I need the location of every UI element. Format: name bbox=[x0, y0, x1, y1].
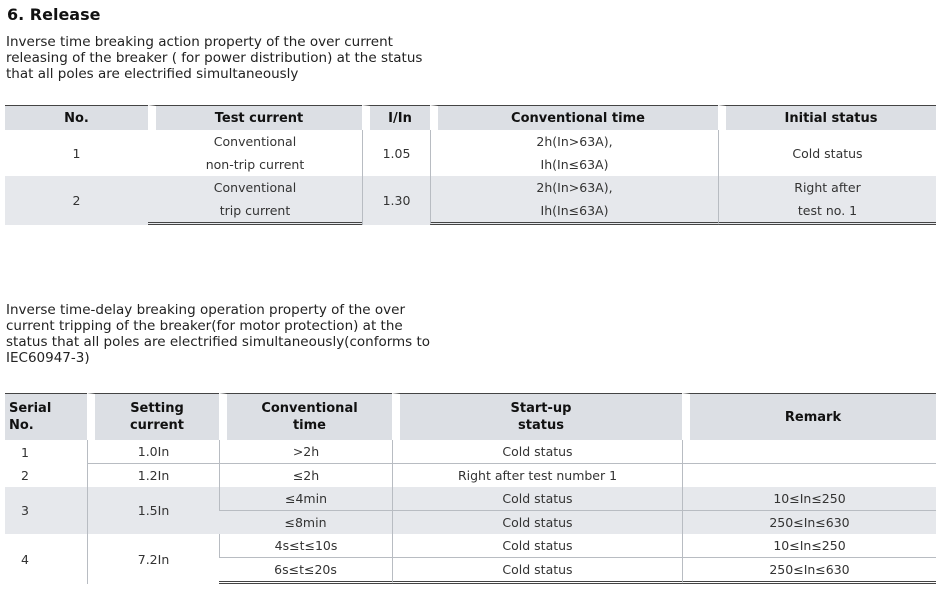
table-row: 2 Conventional 1.30 2h(In>63A), Right af… bbox=[5, 176, 936, 225]
cell-ratio: 1.30 bbox=[362, 176, 430, 225]
cell-time: >2h bbox=[219, 440, 392, 464]
description-line: Inverse time-delay breaking operation pr… bbox=[6, 302, 405, 318]
cell-time: ≤4min bbox=[219, 487, 392, 511]
power-distribution-table: No. Test current I/In Conventional time … bbox=[5, 105, 936, 225]
cell-ratio: 1.05 bbox=[362, 130, 430, 176]
cell-setting: 1.2In bbox=[87, 464, 219, 487]
description-line: status that all poles are electrified si… bbox=[6, 334, 431, 350]
cell-test-current: non-trip current bbox=[205, 157, 305, 172]
table-row: 6s≤t≤20s Cold status 250≤In≤630 bbox=[5, 558, 936, 584]
section-title: 6. Release bbox=[7, 5, 101, 24]
description-line: IEC60947-3) bbox=[6, 350, 90, 366]
cell-no: 2 bbox=[5, 176, 148, 225]
header-line: Setting bbox=[130, 401, 184, 416]
description-line: releasing of the breaker ( for power dis… bbox=[6, 50, 423, 66]
cell-test-current: trip current bbox=[148, 199, 362, 225]
header-conventional-time: Conventional time bbox=[219, 393, 392, 440]
table-row: 3 1.5In ≤4min Cold status 10≤In≤250 bbox=[5, 487, 936, 534]
header-ratio: I/In bbox=[362, 105, 430, 130]
header-line: Conventional bbox=[261, 401, 358, 416]
table-row: trip current Ih(In≤63A) test no. 1 bbox=[5, 199, 936, 225]
cell-status: Cold status bbox=[392, 511, 682, 534]
cell-time: ≤2h bbox=[219, 464, 392, 487]
header-line: No. bbox=[9, 418, 34, 433]
table-row: 2 1.2In ≤2h Right after test number 1 bbox=[5, 464, 936, 487]
cell-remark: 250≤In≤630 bbox=[682, 511, 936, 534]
cell-time: Ih(In≤63A) bbox=[430, 199, 718, 225]
cell-no: 1 bbox=[72, 145, 81, 161]
cell-serial: 1 bbox=[21, 444, 29, 460]
header-line: time bbox=[292, 418, 327, 433]
cell-serial: 3 bbox=[5, 487, 87, 534]
cell-status: Cold status bbox=[392, 487, 682, 511]
motor-protection-table: Serial No. Setting current Conventional … bbox=[5, 393, 936, 584]
header-conventional-time: Conventional time bbox=[430, 105, 718, 130]
cell-test-current: Conventional bbox=[213, 134, 297, 149]
cell-remark: 10≤In≤250 bbox=[682, 534, 936, 558]
table-header-row: Serial No. Setting current Conventional … bbox=[5, 393, 936, 440]
header-serial-no: Serial No. bbox=[5, 393, 87, 440]
cell-status: Cold status bbox=[718, 130, 936, 176]
table1-description: Inverse time breaking action property of… bbox=[6, 34, 422, 82]
cell-time: 4s≤t≤10s bbox=[219, 534, 392, 558]
cell-status: Right after bbox=[718, 176, 936, 199]
table-row: 1 1.0In >2h Cold status bbox=[5, 440, 936, 464]
header-line: status bbox=[518, 418, 564, 433]
table-header-row: No. Test current I/In Conventional time … bbox=[5, 105, 936, 130]
cell-remark: 10≤In≤250 bbox=[682, 487, 936, 511]
table-row: non-trip current Ih(In≤63A) bbox=[5, 153, 936, 176]
header-line: Start-up bbox=[510, 401, 572, 416]
cell-status: Cold status bbox=[392, 440, 682, 464]
header-test-current: Test current bbox=[148, 105, 362, 130]
cell-setting: 1.5In bbox=[87, 487, 219, 534]
cell-setting: 1.0In bbox=[87, 440, 219, 464]
cell-test-current: Conventional bbox=[148, 176, 362, 199]
header-remark: Remark bbox=[682, 393, 936, 440]
cell-status: test no. 1 bbox=[718, 199, 936, 225]
header-line: Remark bbox=[784, 409, 842, 425]
cell-serial: 4 bbox=[21, 551, 29, 567]
cell-time: 6s≤t≤20s bbox=[219, 558, 392, 584]
cell-setting: 7.2In bbox=[87, 534, 219, 584]
table-row: 4 7.2In 4s≤t≤10s Cold status 10≤In≤250 bbox=[5, 534, 936, 584]
header-no: No. bbox=[5, 105, 148, 130]
header-startup-status: Start-up status bbox=[392, 393, 682, 440]
cell-time: 2h(In>63A), bbox=[430, 176, 718, 199]
cell-serial: 2 bbox=[21, 468, 29, 483]
table-row: 1 Conventional 1.05 2h(In>63A), Cold sta… bbox=[5, 130, 936, 176]
cell-status: Right after test number 1 bbox=[392, 464, 682, 487]
cell-remark bbox=[682, 440, 936, 464]
table2-description: Inverse time-delay breaking operation pr… bbox=[6, 302, 430, 366]
header-line: Serial bbox=[9, 401, 52, 416]
cell-time: Ih(In≤63A) bbox=[430, 153, 718, 176]
cell-remark bbox=[682, 464, 936, 487]
table-row: ≤8min Cold status 250≤In≤630 bbox=[5, 511, 936, 534]
cell-status: Cold status bbox=[392, 558, 682, 584]
description-line: that all poles are electrified simultane… bbox=[6, 66, 299, 82]
description-line: Inverse time breaking action property of… bbox=[6, 34, 393, 50]
cell-time: 2h(In>63A), bbox=[430, 130, 718, 153]
description-line: current tripping of the breaker(for moto… bbox=[6, 318, 403, 334]
cell-remark: 250≤In≤630 bbox=[682, 558, 936, 584]
header-line: current bbox=[129, 418, 185, 433]
header-initial-status: Initial status bbox=[718, 105, 936, 130]
header-setting-current: Setting current bbox=[87, 393, 219, 440]
cell-time: ≤8min bbox=[219, 511, 392, 534]
cell-status: Cold status bbox=[392, 534, 682, 558]
